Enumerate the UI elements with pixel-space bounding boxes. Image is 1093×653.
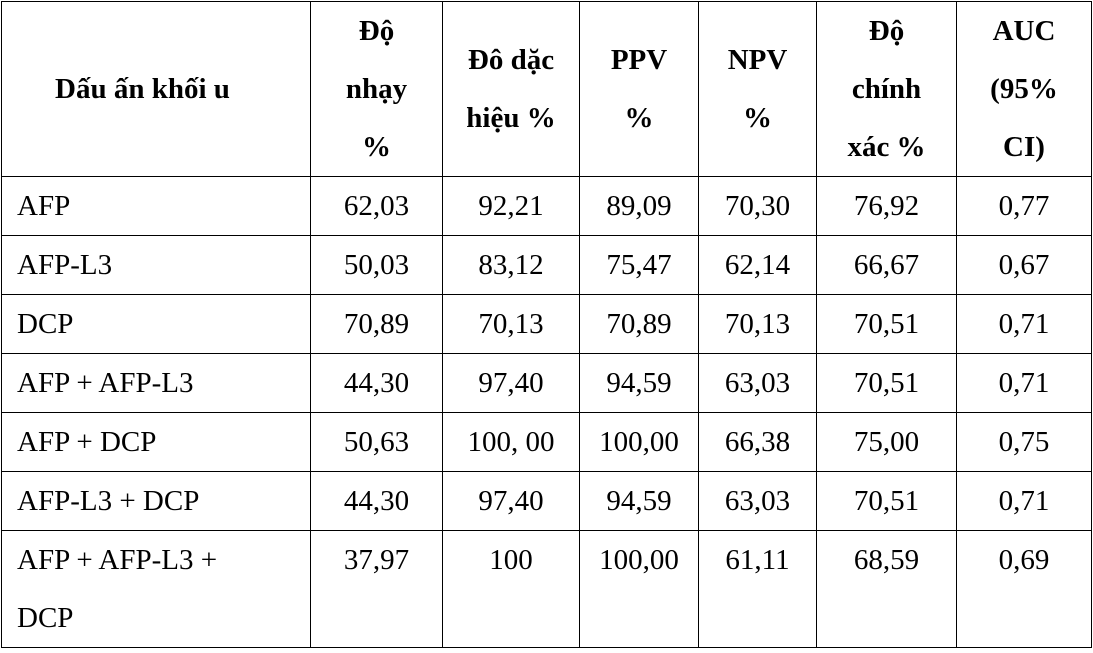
- table-row: AFP + AFP-L3 + DCP 37,97 100 100,00 61,1…: [1, 530, 1092, 648]
- accuracy-cell: 68,59: [816, 530, 957, 648]
- npv-cell: 61,11: [698, 530, 817, 648]
- header-auc: AUC (95% CI): [956, 1, 1092, 177]
- header-row: Dấu ấn khối u Độ nhạy % Đô dặc hiệu % PP…: [1, 1, 1092, 177]
- marker-name: DCP: [1, 294, 311, 354]
- ppv-cell: 70,89: [579, 294, 699, 354]
- marker-name: AFP + AFP-L3 + DCP: [1, 530, 311, 648]
- accuracy-cell: 76,92: [816, 176, 957, 236]
- accuracy-cell: 70,51: [816, 471, 957, 531]
- ppv-cell: 94,59: [579, 471, 699, 531]
- header-marker: Dấu ấn khối u: [1, 1, 311, 177]
- marker-name-line-2: DCP: [17, 602, 74, 634]
- header-accuracy: Độ chính xác %: [816, 1, 957, 177]
- table-row: AFP-L3 50,03 83,12 75,47 62,14 66,67 0,6…: [1, 235, 1092, 295]
- ppv-cell: 100,00: [579, 412, 699, 472]
- sensitivity-cell: 70,89: [310, 294, 443, 354]
- accuracy-cell: 66,67: [816, 235, 957, 295]
- auc-cell: 0,69: [956, 530, 1092, 648]
- specificity-cell: 100: [442, 530, 580, 648]
- specificity-cell: 97,40: [442, 471, 580, 531]
- table-row: DCP 70,89 70,13 70,89 70,13 70,51 0,71: [1, 294, 1092, 354]
- specificity-cell: 70,13: [442, 294, 580, 354]
- sensitivity-cell: 44,30: [310, 353, 443, 413]
- npv-cell: 66,38: [698, 412, 817, 472]
- auc-cell: 0,71: [956, 353, 1092, 413]
- auc-cell: 0,77: [956, 176, 1092, 236]
- ppv-cell: 94,59: [579, 353, 699, 413]
- header-sensitivity: Độ nhạy %: [310, 1, 443, 177]
- npv-cell: 63,03: [698, 353, 817, 413]
- ppv-cell: 100,00: [579, 530, 699, 648]
- auc-cell: 0,67: [956, 235, 1092, 295]
- marker-name: AFP-L3 + DCP: [1, 471, 311, 531]
- sensitivity-cell: 37,97: [310, 530, 443, 648]
- specificity-cell: 100, 00: [442, 412, 580, 472]
- marker-name: AFP + DCP: [1, 412, 311, 472]
- specificity-cell: 97,40: [442, 353, 580, 413]
- auc-cell: 0,71: [956, 294, 1092, 354]
- npv-cell: 63,03: [698, 471, 817, 531]
- sensitivity-cell: 62,03: [310, 176, 443, 236]
- sensitivity-cell: 44,30: [310, 471, 443, 531]
- table-row: AFP + DCP 50,63 100, 00 100,00 66,38 75,…: [1, 412, 1092, 472]
- table-row: AFP-L3 + DCP 44,30 97,40 94,59 63,03 70,…: [1, 471, 1092, 531]
- marker-name: AFP + AFP-L3: [1, 353, 311, 413]
- npv-cell: 62,14: [698, 235, 817, 295]
- npv-cell: 70,13: [698, 294, 817, 354]
- table-row: AFP + AFP-L3 44,30 97,40 94,59 63,03 70,…: [1, 353, 1092, 413]
- header-specificity: Đô dặc hiệu %: [442, 1, 580, 177]
- marker-name-line-1: AFP + AFP-L3 +: [17, 544, 218, 576]
- header-ppv: PPV %: [579, 1, 699, 177]
- sensitivity-cell: 50,63: [310, 412, 443, 472]
- npv-cell: 70,30: [698, 176, 817, 236]
- header-npv: NPV %: [698, 1, 817, 177]
- table-row: AFP 62,03 92,21 89,09 70,30 76,92 0,77: [1, 176, 1092, 236]
- sensitivity-cell: 50,03: [310, 235, 443, 295]
- accuracy-cell: 70,51: [816, 353, 957, 413]
- marker-name: AFP-L3: [1, 235, 311, 295]
- specificity-cell: 83,12: [442, 235, 580, 295]
- specificity-cell: 92,21: [442, 176, 580, 236]
- marker-name: AFP: [1, 176, 311, 236]
- ppv-cell: 75,47: [579, 235, 699, 295]
- auc-cell: 0,71: [956, 471, 1092, 531]
- accuracy-cell: 70,51: [816, 294, 957, 354]
- auc-cell: 0,75: [956, 412, 1092, 472]
- accuracy-cell: 75,00: [816, 412, 957, 472]
- ppv-cell: 89,09: [579, 176, 699, 236]
